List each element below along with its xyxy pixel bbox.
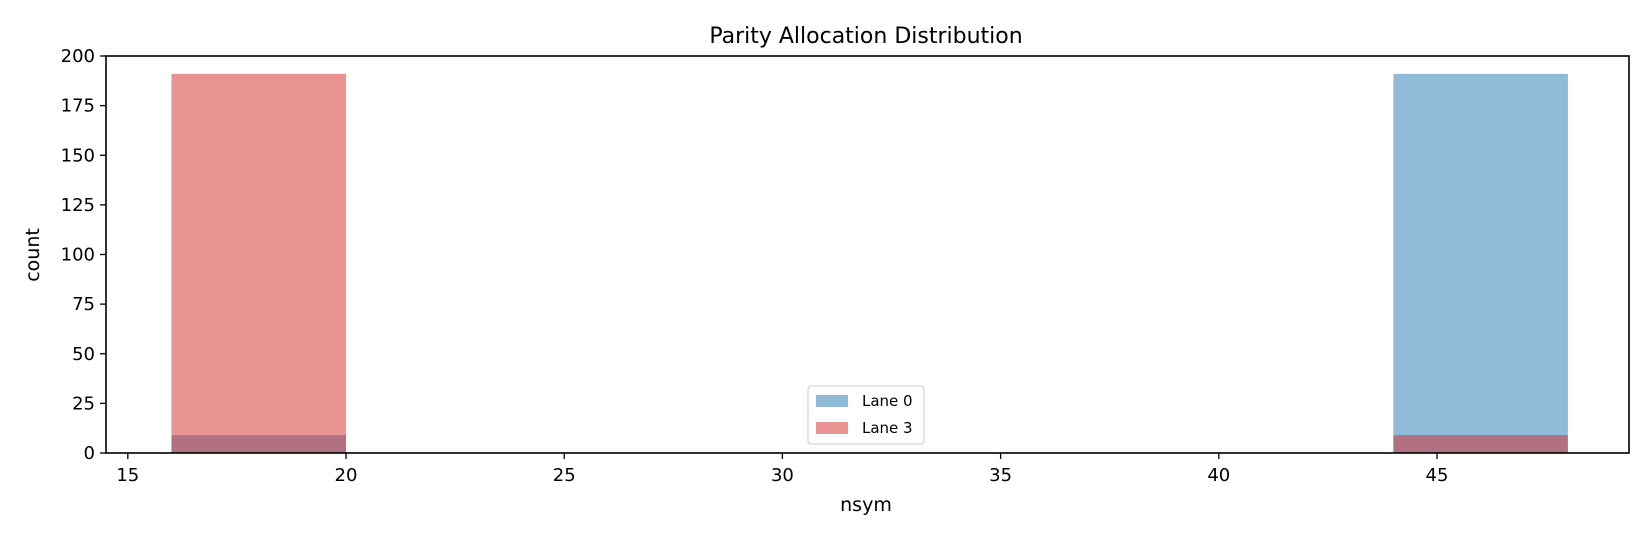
x-tick-label: 25 bbox=[553, 465, 576, 486]
legend-swatch-lane-0 bbox=[816, 395, 848, 407]
x-tick-label: 40 bbox=[1207, 465, 1230, 486]
y-tick-label: 100 bbox=[61, 245, 95, 266]
x-tick-label: 35 bbox=[989, 465, 1012, 486]
x-tick-label: 30 bbox=[771, 465, 794, 486]
y-axis-label: count bbox=[22, 228, 44, 282]
bar-series-1-bin-0 bbox=[171, 73, 347, 454]
x-tick-label: 45 bbox=[1426, 465, 1449, 486]
y-tick-label: 50 bbox=[72, 344, 95, 365]
y-tick-label: 150 bbox=[61, 145, 95, 166]
y-tick-label: 75 bbox=[72, 294, 95, 315]
y-tick-label: 0 bbox=[84, 443, 95, 464]
legend-swatch-lane-3 bbox=[816, 422, 848, 434]
y-tick-label: 200 bbox=[61, 46, 95, 67]
x-axis-label: nsym bbox=[840, 494, 892, 516]
bar-series-0-bin-1 bbox=[1393, 73, 1568, 454]
legend-label-lane-0: Lane 0 bbox=[862, 392, 913, 410]
y-axis-ticks: 0 25 50 75 100 125 150 175 200 bbox=[61, 46, 106, 464]
bars-layer bbox=[171, 73, 1568, 454]
bar-series-1-bin-1 bbox=[1393, 435, 1568, 453]
y-tick-label: 175 bbox=[61, 96, 95, 117]
y-tick-label: 25 bbox=[72, 393, 95, 414]
y-tick-label: 125 bbox=[61, 195, 95, 216]
x-tick-label: 15 bbox=[116, 465, 139, 486]
legend: Lane 0 Lane 3 bbox=[807, 385, 925, 445]
x-axis-ticks: 15 20 25 30 35 40 45 bbox=[116, 453, 1448, 486]
legend-label-lane-3: Lane 3 bbox=[862, 419, 913, 437]
chart-title: Parity Allocation Distribution bbox=[709, 24, 1022, 49]
x-tick-label: 20 bbox=[335, 465, 358, 486]
